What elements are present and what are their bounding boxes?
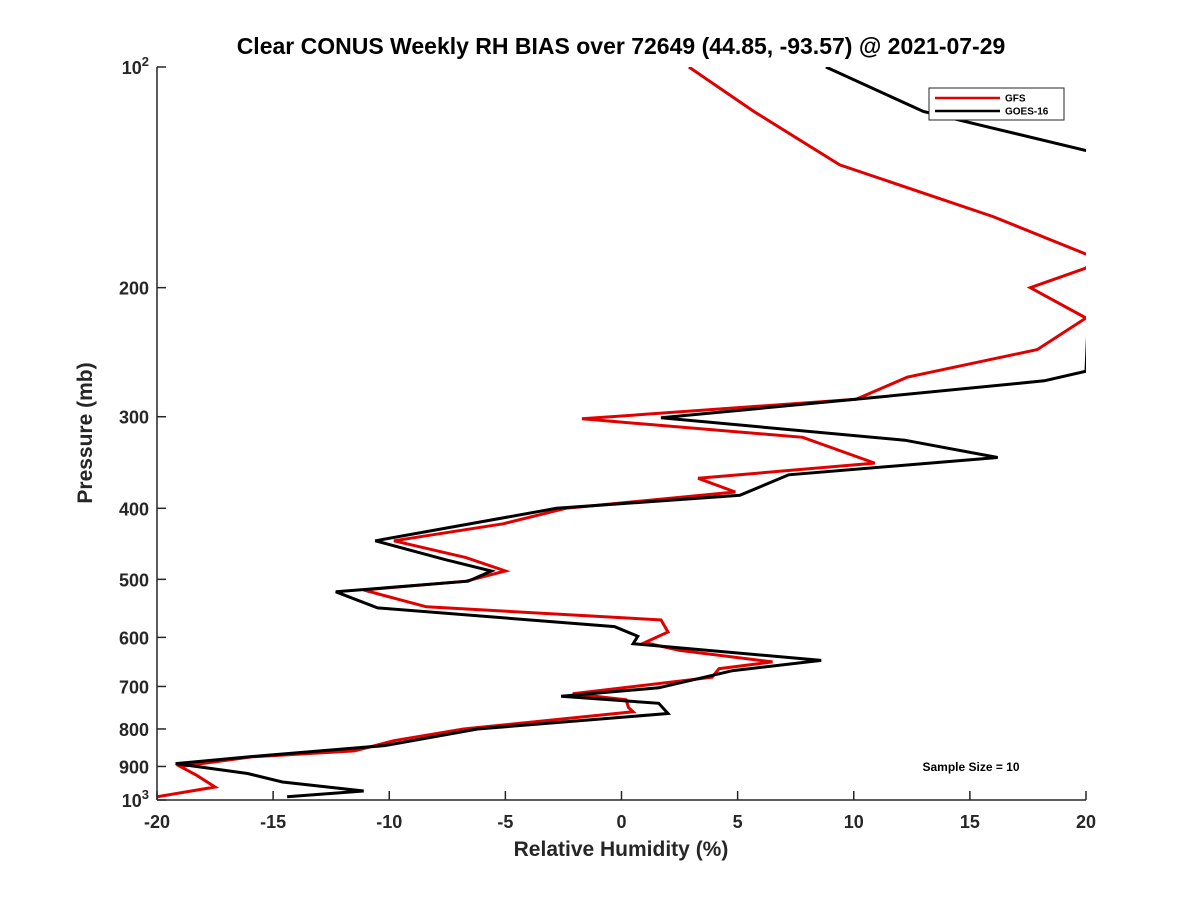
y-tick-label: 500: [119, 570, 149, 590]
plot-area: [157, 67, 1086, 800]
y-tick-group: 102 200 300 400 500 600 700 800 900 103: [119, 54, 166, 811]
series-layer: [157, 67, 1086, 799]
legend-label-gfs: GFS: [1005, 94, 1026, 105]
x-tick-label: -20: [144, 812, 170, 832]
legend-box: [928, 87, 1065, 121]
legend: GFS GOES-16: [928, 87, 1065, 121]
y-tick-label: 700: [119, 677, 149, 697]
x-tick-label: -10: [376, 812, 402, 832]
x-tick-label: 5: [733, 812, 743, 832]
series-line-goes16: [175, 67, 1086, 799]
x-tick-label: -5: [497, 812, 513, 832]
y-tick-label: 900: [119, 757, 149, 777]
y-tick-label: 103: [122, 787, 149, 811]
x-tick-label: 10: [844, 812, 864, 832]
y-tick-label: 200: [119, 279, 149, 299]
y-tick-label: 300: [119, 408, 149, 428]
y-tick-label: 400: [119, 499, 149, 519]
series-line-gfs: [157, 67, 1086, 799]
legend-label-goes16: GOES-16: [1005, 107, 1049, 118]
sample-size-annotation: Sample Size = 10: [922, 760, 1019, 774]
y-tick-label: 102: [122, 54, 149, 78]
x-tick-label: -15: [260, 812, 286, 832]
x-axis-label: Relative Humidity (%): [514, 838, 729, 861]
y-tick-label: 600: [119, 628, 149, 648]
y-axis-label: Pressure (mb): [74, 362, 97, 503]
chart-title: Clear CONUS Weekly RH BIAS over 72649 (4…: [237, 33, 1006, 59]
x-tick-group: -20 -15 -10 -5 0 5 10 15 20: [144, 791, 1096, 832]
x-tick-label: 15: [960, 812, 980, 832]
x-tick-label: 0: [616, 812, 626, 832]
x-tick-label: 20: [1076, 812, 1096, 832]
y-tick-label: 800: [119, 720, 149, 740]
